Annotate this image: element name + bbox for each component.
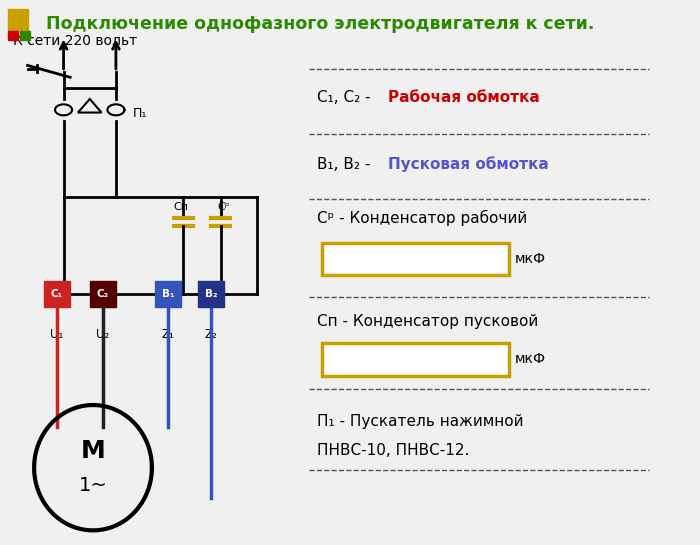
Text: мкФ: мкФ [515, 252, 546, 266]
Text: Сп: Сп [173, 202, 188, 212]
Bar [90, 281, 116, 307]
Bar [20, 31, 30, 40]
Text: В₁, В₂ -: В₁, В₂ - [317, 156, 375, 172]
Text: Подключение однофазного электродвигателя к сети.: Подключение однофазного электродвигателя… [46, 15, 594, 33]
Text: В₁: В₁ [162, 289, 174, 299]
Text: U₂: U₂ [96, 328, 109, 341]
Text: ПНВС-10, ПНВС-12.: ПНВС-10, ПНВС-12. [317, 443, 469, 458]
Bar [322, 243, 509, 275]
Text: М: М [80, 439, 106, 463]
Bar [8, 9, 27, 29]
Text: П₁ - Пускатель нажимной: П₁ - Пускатель нажимной [317, 414, 524, 429]
Text: В₂: В₂ [204, 289, 217, 299]
Text: 1~: 1~ [78, 476, 107, 494]
Text: С₂: С₂ [97, 289, 109, 299]
Text: Z₂: Z₂ [204, 328, 217, 341]
Text: К сети 220 вольт: К сети 220 вольт [13, 34, 137, 48]
Bar [155, 281, 181, 307]
Text: Сᵖ - Конденсатор рабочий: Сᵖ - Конденсатор рабочий [317, 210, 527, 226]
Text: П₁: П₁ [132, 107, 147, 120]
Bar [322, 343, 509, 376]
Text: Рабочая обмотка: Рабочая обмотка [388, 90, 539, 105]
Text: Пусковая обмотка: Пусковая обмотка [388, 156, 548, 172]
Bar [8, 31, 18, 40]
Text: мкФ: мкФ [515, 352, 546, 366]
Text: Сᵖ: Сᵖ [217, 202, 230, 212]
Text: С₁: С₁ [51, 289, 63, 299]
Text: Сп - Конденсатор пусковой: Сп - Конденсатор пусковой [317, 314, 538, 329]
Text: Z₁: Z₁ [162, 328, 175, 341]
Text: С₁, С₂ -: С₁, С₂ - [317, 90, 375, 105]
Bar [44, 281, 70, 307]
Text: U₁: U₁ [50, 328, 64, 341]
Bar [197, 281, 224, 307]
